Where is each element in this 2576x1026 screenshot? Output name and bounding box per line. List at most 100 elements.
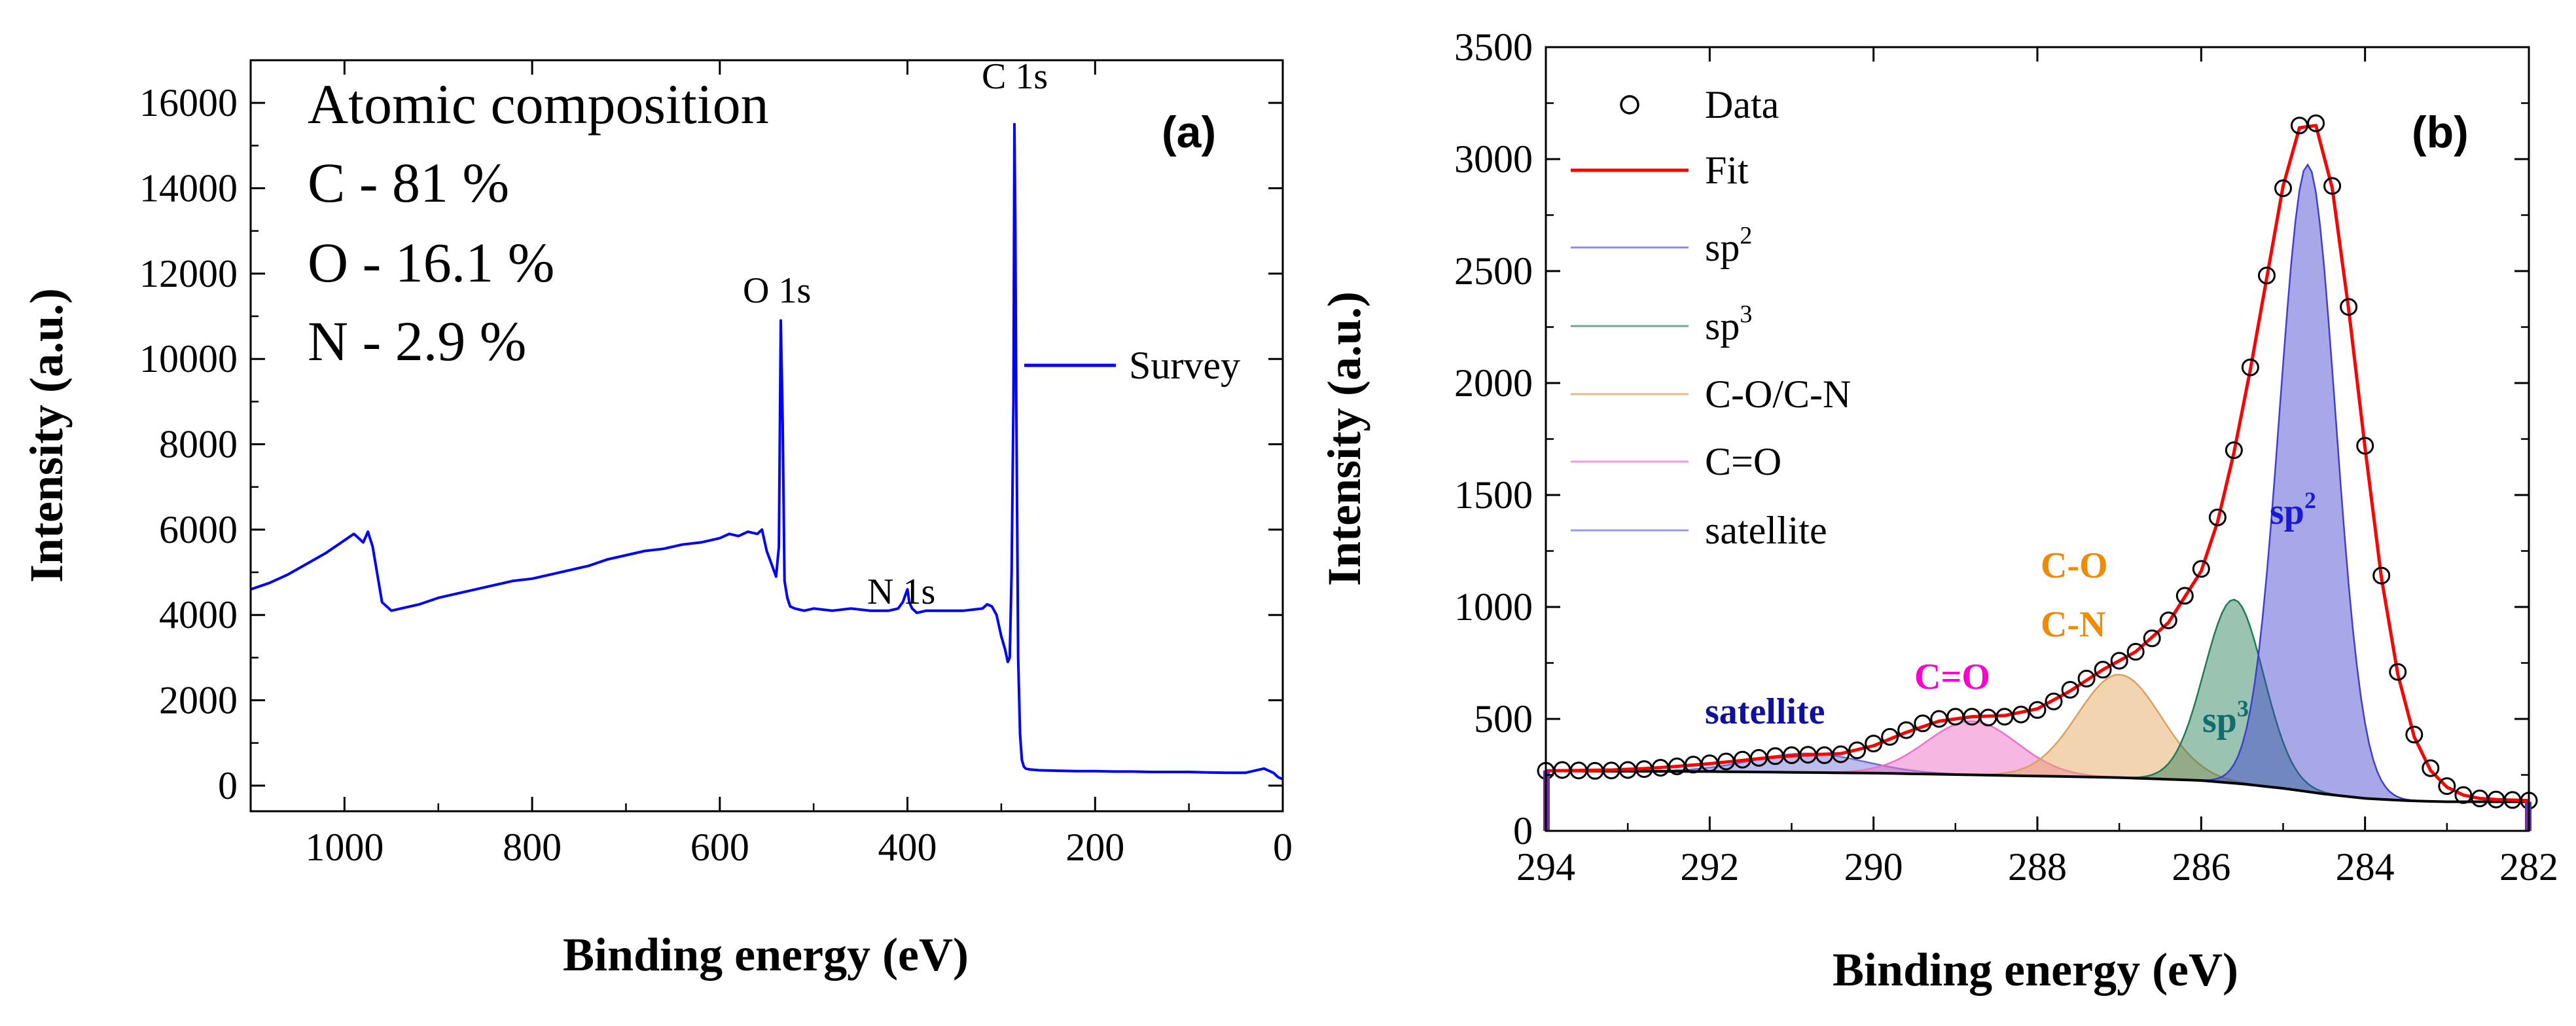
legend-data-label: Data <box>1705 83 1779 126</box>
data-point <box>2208 508 2227 526</box>
panel-a-x-tick-label: 0 <box>1273 826 1293 869</box>
panel-b-y-tick-label: 2500 <box>1454 249 1533 293</box>
panel-b-x-tick-label: 282 <box>2499 845 2558 889</box>
data-point <box>2291 117 2308 135</box>
component-label-sp3: sp3 <box>2202 695 2249 741</box>
composition-oxygen: O - 16.1 % <box>308 231 554 294</box>
panel-b-y-axis-title: Intensity (a.u.) <box>1318 291 1370 586</box>
data-point <box>2405 725 2424 744</box>
component-label-cn: C-N <box>2041 604 2106 645</box>
panel-b-y-tick-label: 3000 <box>1454 137 1533 181</box>
panel-a-plot-area <box>250 122 1283 780</box>
data-point <box>1914 714 1932 733</box>
peak-label-c1s: C 1s <box>982 56 1048 97</box>
panel-a-x-tick-label: 600 <box>690 826 749 869</box>
data-point <box>2258 266 2276 285</box>
legend-fit-label: Fit <box>1705 149 1749 192</box>
legend-data-marker <box>1620 95 1639 115</box>
peak-label-o1s: O 1s <box>743 270 811 311</box>
peak-label-n1s: N 1s <box>867 572 935 612</box>
panel-b-y-tick-label: 0 <box>1513 809 1533 852</box>
panel-a-x-tick-label: 1000 <box>305 826 384 869</box>
panel-b-axes: 294 292 290 288 286 284 282 0 500 1000 1500 2000 250… <box>1454 26 2558 889</box>
panel-b-legend: Data Fit sp2 sp3 C-O/C-N C=O satellite <box>1571 83 1851 552</box>
panel-b-x-tick-label: 290 <box>1844 845 1903 889</box>
component-label-c-eq-o: C=O <box>1914 657 1990 697</box>
data-point <box>2241 358 2259 376</box>
panel-b-x-tick-label: 288 <box>2008 845 2067 889</box>
fit-line <box>1545 124 2530 803</box>
data-point <box>2159 612 2177 629</box>
data-point <box>2438 777 2456 796</box>
data-point <box>1848 741 1867 760</box>
data-point <box>2094 661 2112 679</box>
panel-a-x-axis-title: Binding energy (eV) <box>563 928 969 981</box>
panel-a-y-tick-label: 4000 <box>159 593 238 636</box>
data-point <box>2389 663 2407 681</box>
panel-b-y-tick-label: 3500 <box>1454 26 1533 69</box>
data-point <box>2175 587 2194 605</box>
data-point <box>2143 629 2161 648</box>
panel-b-y-tick-label: 2000 <box>1454 361 1533 405</box>
component-label-co: C-O <box>2041 545 2108 586</box>
panel-a-y-tick-label: 8000 <box>159 423 238 466</box>
panel-b-plot-area <box>1537 114 2538 831</box>
panel-label-a: (a) <box>1162 107 1216 157</box>
component-label-sp2: sp2 <box>2270 487 2316 532</box>
legend-sp3-label: sp3 <box>1705 301 1752 348</box>
data-point <box>1865 735 1883 753</box>
data-point <box>2422 759 2440 777</box>
panel-a-y-tick-label: 0 <box>218 764 238 807</box>
panel-b-y-tick-label: 1000 <box>1454 585 1533 629</box>
data-point <box>1832 745 1850 763</box>
panel-b-x-tick-label: 284 <box>2336 845 2395 889</box>
data-point <box>2192 560 2210 578</box>
data-point <box>2274 179 2292 197</box>
panel-b-x-tick-label: 286 <box>2172 845 2230 889</box>
panel-a-x-tick-label: 200 <box>1065 826 1124 869</box>
data-point <box>2028 701 2047 719</box>
data-point <box>2045 692 2063 710</box>
data-point <box>2110 651 2128 670</box>
panel-label-b: (b) <box>2412 107 2469 157</box>
panel-b-x-axis-title: Binding energy (eV) <box>1833 944 2238 996</box>
component-label-satellite: satellite <box>1705 691 1825 732</box>
panel-b-x-tick-label: 292 <box>1680 845 1739 889</box>
data-point <box>2061 681 2079 699</box>
legend-survey-label: Survey <box>1129 344 1240 387</box>
data-point <box>2126 642 2145 661</box>
data-point <box>2356 437 2374 455</box>
panel-b-y-tick-label: 500 <box>1474 697 1533 741</box>
panel-a-x-tick-label: 800 <box>503 826 562 869</box>
composition-carbon: C - 81 % <box>308 151 509 214</box>
legend-co-cn-label: C-O/C-N <box>1705 373 1851 416</box>
data-point <box>1881 727 1899 746</box>
panel-a-frame <box>249 59 1284 813</box>
composition-nitrogen: N - 2.9 % <box>308 310 526 373</box>
panel-a-y-tick-label: 6000 <box>159 508 238 551</box>
data-point <box>2340 298 2358 316</box>
panel-a-y-axis-title: Intensity (a.u.) <box>20 288 73 583</box>
panel-a-y-tick-label: 2000 <box>159 679 238 722</box>
panel-a-y-tick-label: 12000 <box>139 252 238 295</box>
survey-line <box>250 122 1283 780</box>
data-point <box>2307 114 2325 132</box>
panel-a-axes: 1000 800 600 400 200 002000400060008000100001… <box>139 59 1293 869</box>
data-point <box>2454 786 2473 804</box>
legend-sp2-label: sp2 <box>1705 222 1752 269</box>
data-point <box>2323 177 2342 195</box>
panel-a-y-tick-label: 10000 <box>139 337 238 380</box>
component-peak-sp2 <box>1545 163 2529 803</box>
data-point <box>2077 669 2096 687</box>
legend-c-eq-o-label: C=O <box>1705 440 1781 483</box>
data-point <box>2012 705 2030 724</box>
panel-b-y-tick-label: 1500 <box>1454 473 1533 517</box>
panel-a: 1000 800 600 400 200 002000400060008000100001… <box>20 56 1293 981</box>
legend-satellite-label: satellite <box>1705 509 1827 552</box>
panel-a-y-tick-label: 14000 <box>139 167 238 210</box>
panel-b-frame <box>1545 46 2530 832</box>
panel-a-y-tick-label: 16000 <box>139 81 238 124</box>
panel-b: 294 292 290 288 286 284 282 0 500 1000 1500 2000 250… <box>1318 26 2558 996</box>
composition-title: Atomic composition <box>308 73 769 136</box>
